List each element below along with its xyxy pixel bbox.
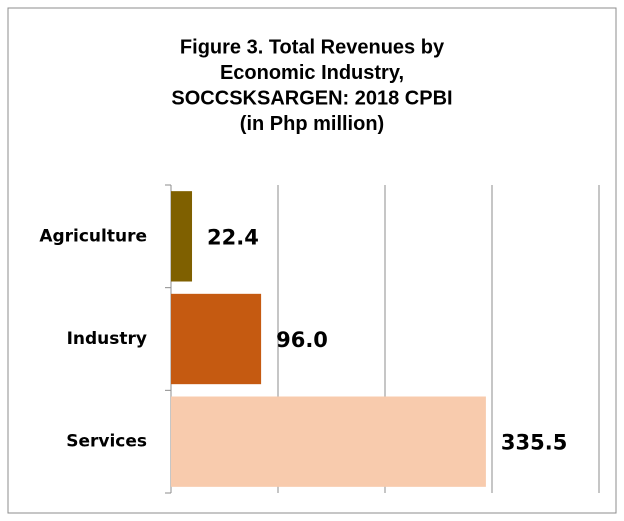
y-tick-label: Services (66, 432, 147, 452)
bar (171, 396, 486, 487)
data-label: 335.5 (501, 431, 567, 455)
chart-title: (in Php million) (240, 113, 384, 135)
chart-title: SOCCSKSARGEN: 2018 CPBI (171, 87, 452, 109)
bar (171, 293, 262, 385)
chart-title: Economic Industry, (220, 62, 404, 84)
data-label: 22.4 (207, 225, 259, 249)
y-tick-label: Industry (67, 329, 147, 349)
chart-title: Figure 3. Total Revenues by (180, 36, 445, 58)
data-label: 96.0 (276, 328, 328, 352)
y-tick-label: Agriculture (39, 226, 147, 246)
bar (171, 191, 193, 282)
